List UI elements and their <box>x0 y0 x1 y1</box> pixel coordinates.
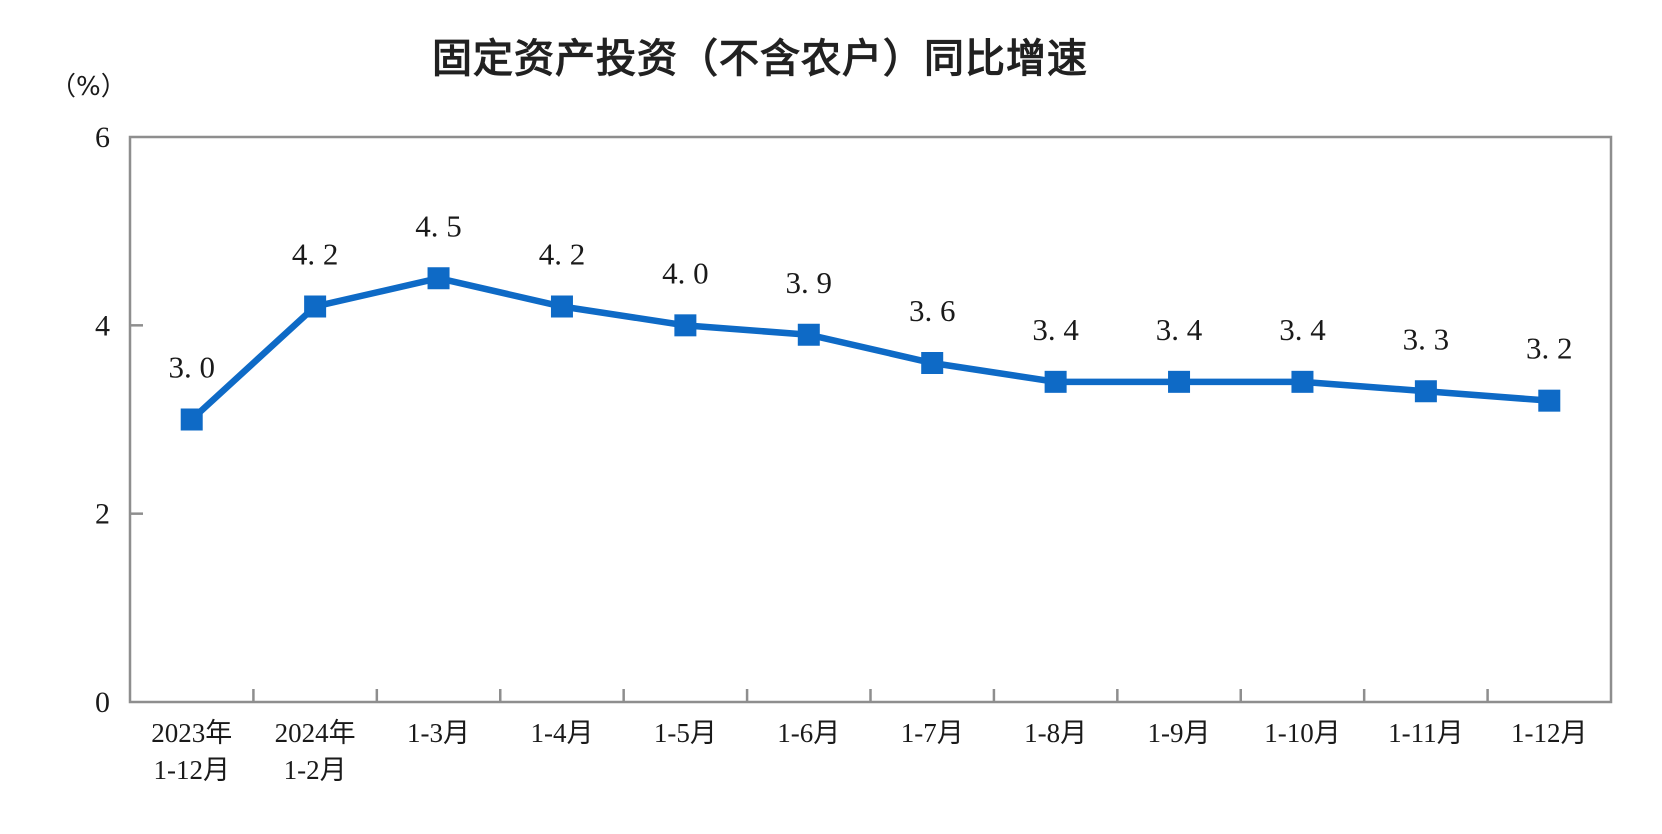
data-point-marker <box>1538 389 1561 412</box>
data-point-marker <box>1414 380 1437 403</box>
x-axis-tick-label: 1-8月 <box>1024 718 1087 748</box>
y-axis-tick-label: 0 <box>95 686 110 719</box>
data-point-label: 3. 6 <box>909 293 956 328</box>
data-point-label: 3. 2 <box>1526 331 1573 366</box>
x-axis-tick-label: 1-11月 <box>1388 718 1464 748</box>
data-point-label: 4. 0 <box>662 255 709 290</box>
x-axis-tick-label: 1-6月 <box>777 718 840 748</box>
data-point-marker <box>550 295 573 318</box>
chart-title: 固定资产投资（不含农户）同比增速 <box>432 36 1088 82</box>
data-point-label: 3. 4 <box>1279 312 1326 347</box>
data-point-marker <box>921 352 944 374</box>
x-axis-tick-label: 1-4月 <box>530 718 593 748</box>
data-point-marker <box>1044 370 1067 393</box>
x-axis-tick-label: 1-10月 <box>1264 718 1341 748</box>
data-point-marker <box>427 267 450 290</box>
data-point-label: 4. 5 <box>415 208 462 243</box>
y-axis-unit-label: （%） <box>50 72 127 102</box>
x-axis-tick-label: 1-12月 <box>1511 718 1588 748</box>
data-point-label: 4. 2 <box>539 237 586 272</box>
x-axis-tick-label: 1-7月 <box>901 718 964 748</box>
data-point-marker <box>1291 370 1314 393</box>
data-point-label: 3. 9 <box>786 265 833 300</box>
x-axis-tick-label: 1-3月 <box>407 718 470 748</box>
y-axis-tick-label: 4 <box>95 309 110 342</box>
data-point-label: 3. 3 <box>1403 321 1450 356</box>
x-axis-tick-label: 1-5月 <box>654 718 717 748</box>
data-point-marker <box>797 323 820 346</box>
data-point-label: 3. 0 <box>168 350 215 385</box>
x-axis-tick-label: 2023年 <box>151 718 232 748</box>
plot-frame <box>128 135 1613 704</box>
y-axis-tick-label: 6 <box>95 121 110 154</box>
x-axis-tick-label: 1-2月 <box>284 755 347 785</box>
data-point-marker <box>304 295 327 318</box>
data-line <box>189 274 1550 422</box>
x-axis-tick-label: 1-9月 <box>1148 718 1211 748</box>
data-point-label: 4. 2 <box>292 237 339 272</box>
data-point-marker <box>1168 370 1191 393</box>
y-axis-tick-label: 2 <box>95 498 110 531</box>
data-point-marker <box>180 408 203 431</box>
x-axis-tick-label: 2024年 <box>275 718 356 748</box>
data-point-marker <box>674 314 697 337</box>
data-point-label: 3. 4 <box>1032 312 1079 347</box>
x-axis-tick-label: 1-12月 <box>153 755 230 785</box>
data-point-label: 3. 4 <box>1156 312 1203 347</box>
